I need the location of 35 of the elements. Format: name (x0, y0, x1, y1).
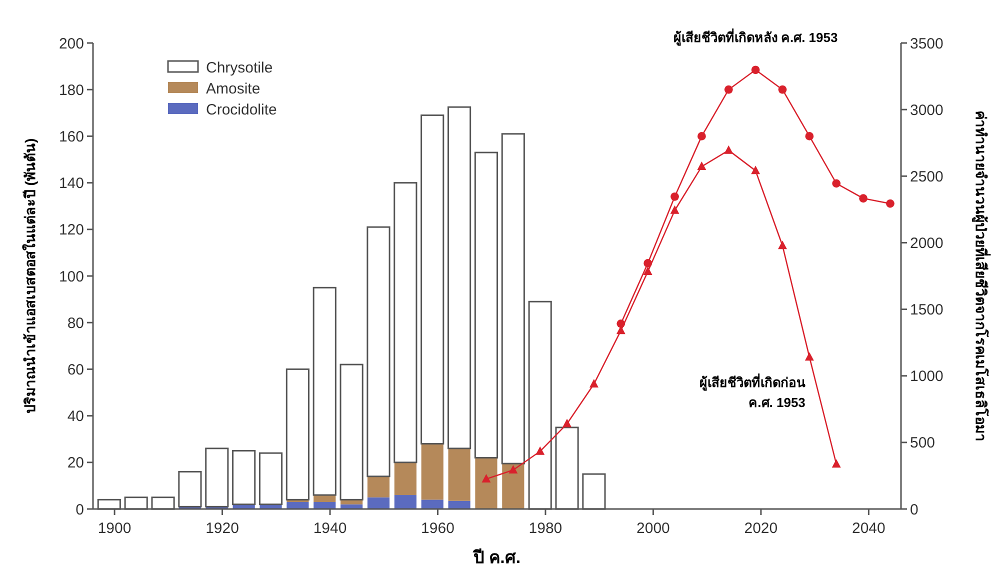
series-label: ผู้เสียชีวิตที่เกิดก่อน ค.ศ. 1953 (699, 373, 806, 410)
x-tick-label: 1900 (98, 520, 132, 537)
y-tick-label: 80 (67, 314, 84, 332)
y-tick-label: 120 (58, 222, 84, 239)
y-tick-label: 0 (76, 501, 84, 518)
text: ผู้เสียชีวิตที่เกิดหลัง ค.ศ. 1953 (673, 28, 838, 46)
legend-label: Amosite (206, 80, 260, 98)
y-tick-label: 100 (58, 268, 84, 286)
y2-tick-label: 3500 (910, 35, 944, 52)
y-tick-label: 20 (67, 454, 84, 472)
x-tick-label: 1940 (313, 520, 347, 537)
y2-axis-title: ค่าทำนายจำนวนผู้ป่วยที่เสียชีวิตจากโรคเมโสเธลิโอมา (972, 110, 991, 442)
x-tick-label: 1960 (421, 520, 454, 537)
legend-label: Chrysotile (206, 59, 273, 76)
x-tick-label: 1920 (206, 520, 239, 537)
y2-tick-label: 500 (910, 434, 936, 452)
y2-tick-label: 2500 (910, 168, 944, 186)
y-axis-title: ปริมาณนำเข้าแอสเบสตอสในแต่ละปี (พันตัน) (21, 138, 38, 414)
y-tick-label: 200 (58, 35, 84, 52)
y2-tick-label: 0 (910, 501, 918, 518)
y-tick-label: 40 (67, 408, 84, 426)
x-tick-label: 2000 (636, 520, 670, 537)
y2-tick-label: 1000 (910, 368, 944, 386)
x-tick-label: 2020 (744, 520, 778, 537)
y2-tick-label: 3000 (910, 102, 944, 119)
x-axis-title: ปี ค.ศ. (472, 547, 521, 567)
y-tick-label: 180 (58, 82, 84, 99)
x-tick-label: 2040 (852, 520, 886, 537)
y-tick-label: 160 (58, 128, 84, 146)
y-tick-label: 60 (67, 361, 84, 378)
x-tick-label: 1980 (528, 520, 562, 537)
y-tick-label: 140 (58, 175, 84, 192)
y2-tick-label: 2000 (910, 234, 944, 252)
y2-tick-label: 1500 (910, 302, 944, 319)
legend-label: Crocidolite (206, 101, 277, 118)
